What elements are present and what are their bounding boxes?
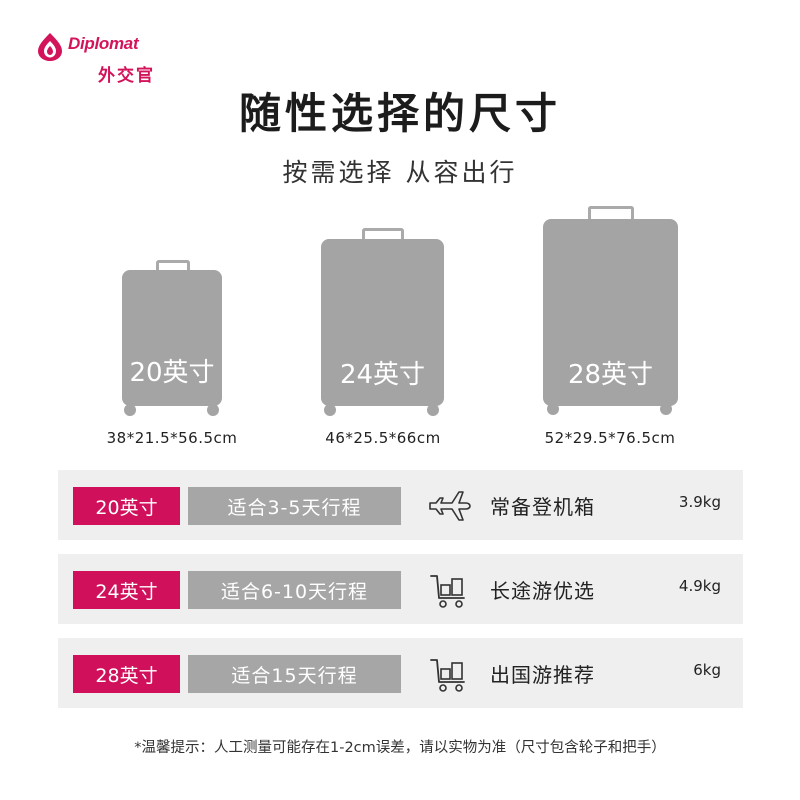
footnote: *温馨提示：人工测量可能存在1-2cm误差，请以实物为准（尺寸包含轮子和把手） <box>134 740 666 756</box>
suitcase-20: 20英寸 <box>122 260 222 420</box>
brand-name: Diplomat <box>68 34 139 53</box>
weight-value: 3.9kg <box>678 493 721 511</box>
suitcase-handle <box>362 228 404 242</box>
suitcase-wheel <box>547 403 559 415</box>
suitcase-28: 28英寸 <box>543 206 678 420</box>
size-tag: 20英寸 <box>73 487 180 525</box>
size-tag: 28英寸 <box>73 655 180 693</box>
usage-label: 出国游推荐 <box>490 663 595 687</box>
luggage-cart-icon <box>430 659 465 692</box>
suitcase-body <box>543 219 678 406</box>
suitcase-body <box>321 239 444 406</box>
size-row-28: 28英寸 适合15天行程 出国游推荐 6kg <box>58 638 743 708</box>
trip-length: 适合15天行程 <box>188 655 401 693</box>
page-title: 随性选择的尺寸 <box>238 89 561 138</box>
luggage-cart-icon <box>430 575 465 608</box>
suitcase-wheel <box>207 404 219 416</box>
suitcase-size-label: 24英寸 <box>339 360 426 390</box>
suitcase-dimensions: 38*21.5*56.5cm <box>106 429 238 447</box>
suitcase-size-label: 20英寸 <box>129 358 215 388</box>
trip-length: 适合6-10天行程 <box>188 571 401 609</box>
page-subtitle: 按需选择 从容出行 <box>282 158 518 187</box>
trip-length: 适合3-5天行程 <box>188 487 401 525</box>
usage-label: 长途游优选 <box>490 579 595 603</box>
size-row-24: 24英寸 适合6-10天行程 长途游优选 4.9kg <box>58 554 743 624</box>
suitcase-handle <box>156 260 190 273</box>
suitcase-dimensions: 46*25.5*66cm <box>325 429 441 447</box>
suitcase-size-label: 28英寸 <box>567 360 654 390</box>
airplane-icon <box>429 491 471 521</box>
weight-value: 4.9kg <box>678 577 721 595</box>
suitcase-dimensions: 52*29.5*76.5cm <box>544 429 676 447</box>
size-tag: 24英寸 <box>73 571 180 609</box>
suitcase-24: 24英寸 <box>321 228 444 420</box>
suitcase-wheel <box>427 404 439 416</box>
diplomat-logo-icon <box>38 33 62 61</box>
brand-name-cn: 外交官 <box>98 66 155 86</box>
usage-label: 常备登机箱 <box>490 495 595 519</box>
brand-logo: Diplomat 外交官 <box>36 28 186 88</box>
suitcase-handle <box>588 206 634 222</box>
suitcase-wheel <box>124 404 136 416</box>
suitcase-body <box>122 270 222 406</box>
weight-value: 6kg <box>693 661 721 679</box>
suitcase-wheel <box>660 403 672 415</box>
suitcase-wheel <box>324 404 336 416</box>
size-row-20: 20英寸 适合3-5天行程 常备登机箱 3.9kg <box>58 470 743 540</box>
